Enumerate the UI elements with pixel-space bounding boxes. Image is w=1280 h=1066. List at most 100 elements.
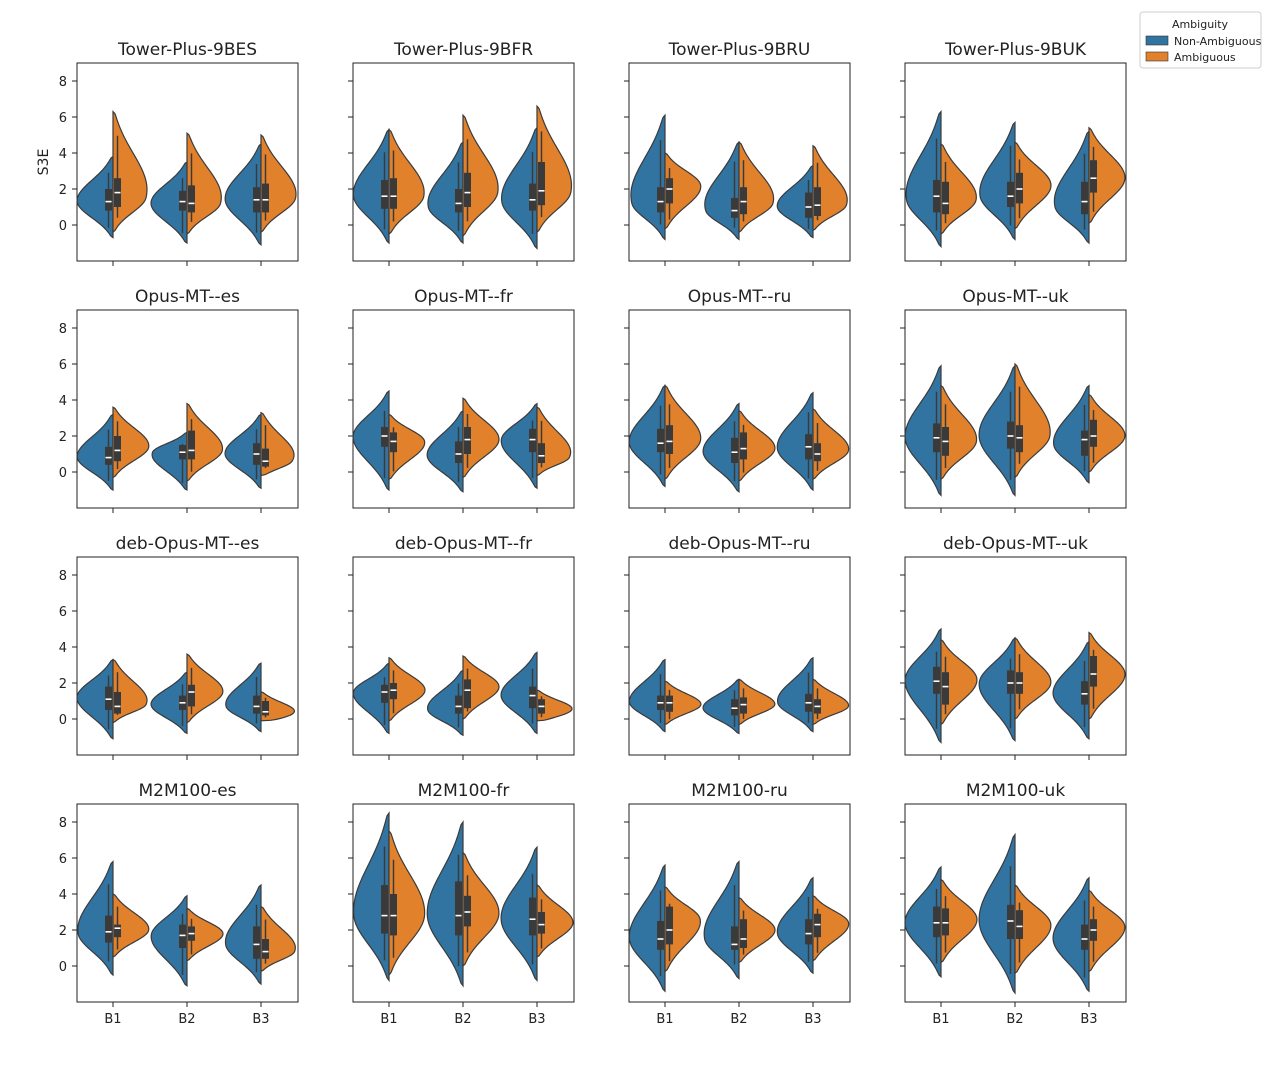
violin-half-ambiguous	[1088, 889, 1126, 973]
iqr-box	[942, 181, 949, 215]
violin-half-ambiguous	[186, 653, 224, 724]
legend-swatch-ambiguous	[1145, 51, 1169, 62]
violin-half-ambiguous	[536, 883, 574, 959]
violin-half-ambiguous	[940, 878, 978, 964]
violin-half-ambiguous	[260, 411, 295, 477]
iqr-box	[1081, 181, 1088, 215]
y-tick-label: 0	[59, 713, 67, 728]
y-tick-label: 6	[59, 852, 67, 867]
violin-group	[224, 411, 295, 490]
panel-title: M2M100-uk	[966, 781, 1066, 801]
panel: M2M100-es 0 2 4 6 8 B1 B2 B3	[59, 781, 299, 1027]
violin-half-non-ambiguous	[1052, 640, 1090, 741]
legend-frame	[1139, 11, 1262, 69]
iqr-box	[1007, 181, 1014, 207]
violin-group	[978, 636, 1052, 742]
iqr-box	[390, 683, 397, 700]
violin-half-non-ambiguous	[224, 142, 262, 247]
iqr-box	[538, 162, 545, 206]
y-tick-label: 2	[59, 677, 67, 692]
violin-half-ambiguous	[536, 406, 572, 477]
iqr-box	[1090, 419, 1097, 447]
violin-half-non-ambiguous	[904, 364, 942, 497]
x-tick-label: B1	[380, 1012, 397, 1027]
y-tick-label: 0	[59, 219, 67, 234]
violin-half-ambiguous	[260, 691, 296, 722]
x-tick-label: B1	[656, 1012, 673, 1027]
iqr-box	[740, 919, 747, 948]
violin-half-non-ambiguous	[628, 863, 666, 993]
iqr-box	[464, 679, 471, 709]
violin-half-ambiguous	[260, 905, 296, 973]
panel: M2M100-uk B1 B2 B3	[900, 781, 1127, 1027]
violin-half-non-ambiguous	[500, 126, 538, 250]
iqr-box	[933, 666, 940, 694]
violin-group	[630, 113, 702, 241]
violin-group	[352, 389, 426, 492]
iqr-box	[740, 697, 747, 714]
violin-half-non-ambiguous	[150, 671, 188, 735]
iqr-box	[1016, 910, 1023, 939]
violin-half-ambiguous	[738, 678, 776, 726]
violin-half-ambiguous	[812, 678, 850, 726]
iqr-box	[1090, 160, 1097, 193]
violin-group	[978, 832, 1052, 995]
violin-group	[151, 402, 224, 491]
panel-title: Tower-Plus-9BUK	[944, 40, 1087, 60]
violin-group	[704, 140, 775, 241]
violin-half-ambiguous	[536, 104, 573, 234]
violin-half-non-ambiguous	[979, 120, 1016, 241]
violin-half-ambiguous	[112, 892, 150, 958]
violin-group	[1053, 126, 1126, 245]
violin-group	[500, 845, 574, 982]
iqr-box	[381, 684, 388, 703]
violin-group	[352, 811, 426, 983]
violin-half-non-ambiguous	[151, 431, 188, 491]
violin-half-ambiguous	[186, 131, 222, 236]
violin-half-non-ambiguous	[76, 155, 114, 239]
violin-half-ambiguous	[388, 413, 426, 481]
iqr-box	[657, 921, 664, 950]
violin-half-non-ambiguous	[978, 832, 1016, 995]
violin-half-non-ambiguous	[704, 140, 740, 241]
panel-title: Opus-MT--es	[135, 287, 240, 307]
panel: M2M100-fr B1 B2 B3	[348, 781, 575, 1027]
iqr-box	[731, 926, 738, 950]
violin-group	[979, 120, 1052, 241]
iqr-box	[114, 924, 121, 938]
violin-half-non-ambiguous	[500, 651, 538, 735]
x-tick-label: B1	[932, 1012, 949, 1027]
violin-group	[500, 104, 573, 250]
panels-layer: Tower-Plus-9BES 0 2 4 6 8 Tower-Plus-9BFR Tower…	[36, 40, 1127, 1027]
violin-half-ambiguous	[812, 407, 850, 481]
iqr-box	[262, 448, 269, 467]
violin-half-ambiguous	[812, 894, 850, 962]
violin-half-non-ambiguous	[776, 391, 814, 492]
violin-group	[500, 402, 572, 490]
y-tick-label: 4	[59, 641, 67, 656]
y-axis-label: S3E	[36, 149, 52, 176]
violin-group	[426, 655, 500, 737]
violin-half-ambiguous	[388, 656, 426, 722]
violin-half-non-ambiguous	[776, 656, 814, 733]
violin-group	[500, 651, 573, 735]
panel-title: Opus-MT--fr	[414, 287, 513, 307]
iqr-box	[538, 912, 545, 934]
y-tick-label: 8	[59, 816, 67, 831]
violin-half-non-ambiguous	[905, 109, 942, 249]
violin-half-ambiguous	[940, 638, 978, 726]
violin-half-ambiguous	[112, 110, 148, 234]
violin-half-non-ambiguous	[150, 894, 188, 988]
violin-half-non-ambiguous	[352, 662, 390, 735]
violin-group	[1052, 384, 1126, 485]
iqr-box	[455, 695, 462, 714]
iqr-box	[942, 908, 949, 936]
legend-label-ambiguous: Ambiguous	[1174, 51, 1236, 64]
violin-half-ambiguous	[260, 133, 297, 234]
iqr-box	[105, 446, 112, 465]
panel-title: Opus-MT--ru	[688, 287, 791, 307]
violin-half-ambiguous	[664, 151, 702, 230]
iqr-box	[381, 885, 388, 934]
panel: Tower-Plus-9BES 0 2 4 6 8	[59, 40, 299, 266]
iqr-box	[262, 939, 269, 959]
